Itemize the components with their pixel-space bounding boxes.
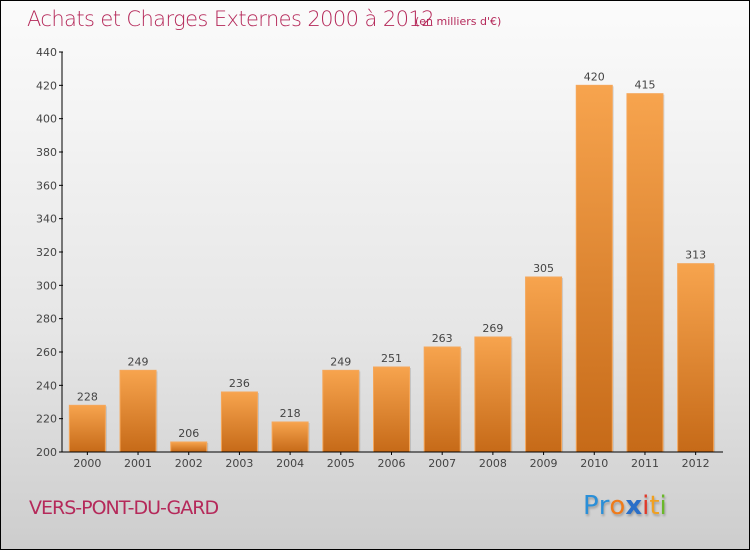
x-tick-label: 2000 bbox=[73, 457, 101, 470]
logo-letter: t bbox=[649, 491, 660, 521]
x-tick-label: 2010 bbox=[580, 457, 608, 470]
logo-letter: o bbox=[609, 491, 626, 521]
chart-subtitle: (en milliers d'€) bbox=[415, 15, 502, 28]
y-tick-label: 220 bbox=[36, 413, 57, 426]
bar-2010[interactable] bbox=[575, 84, 613, 453]
bar-2011[interactable] bbox=[626, 93, 664, 453]
bar-value-label: 249 bbox=[330, 355, 351, 368]
bar-2003[interactable] bbox=[220, 391, 258, 453]
bar-2000[interactable] bbox=[68, 404, 106, 453]
y-tick-label: 360 bbox=[36, 179, 57, 192]
x-tick-label: 2006 bbox=[378, 457, 406, 470]
bar-2002[interactable] bbox=[170, 441, 208, 453]
x-tick-label: 2005 bbox=[327, 457, 355, 470]
bar-2006[interactable] bbox=[373, 366, 410, 453]
x-tick-label: 2007 bbox=[428, 457, 456, 470]
bar-value-label: 251 bbox=[381, 352, 402, 365]
y-tick-label: 420 bbox=[36, 79, 57, 92]
y-tick-label: 280 bbox=[36, 313, 57, 326]
y-tick-label: 320 bbox=[36, 246, 57, 259]
chart-title: Achats et Charges Externes 2000 à 2012 bbox=[27, 7, 435, 31]
bar-2004[interactable] bbox=[271, 421, 309, 453]
x-tick-label: 2011 bbox=[631, 457, 659, 470]
y-tick-label: 260 bbox=[36, 346, 57, 359]
y-tick-label: 240 bbox=[36, 379, 57, 392]
bar-value-label: 218 bbox=[280, 407, 301, 420]
logo-letter: P bbox=[583, 491, 599, 521]
bar-2009[interactable] bbox=[525, 276, 563, 453]
bar-2007[interactable] bbox=[423, 346, 461, 453]
commune-name: VERS-PONT-DU-GARD bbox=[29, 497, 219, 519]
bar-value-label: 305 bbox=[533, 262, 554, 275]
y-tick-label: 340 bbox=[36, 213, 57, 226]
x-tick-label: 2004 bbox=[276, 457, 304, 470]
bar-value-label: 236 bbox=[229, 377, 250, 390]
logo-letter: x bbox=[625, 491, 643, 521]
y-axis: 200 220 240 260 280 300 320 340 360 380 400 420 440 bbox=[36, 46, 63, 459]
bar-2012[interactable] bbox=[677, 263, 715, 453]
bar-value-label: 313 bbox=[685, 249, 706, 262]
x-tick-label: 2001 bbox=[124, 457, 152, 470]
bar-value-label: 228 bbox=[77, 390, 98, 403]
x-tick-label: 2012 bbox=[682, 457, 710, 470]
bar-2001[interactable] bbox=[119, 369, 157, 453]
bar-value-label: 206 bbox=[178, 427, 199, 440]
bar-value-label: 420 bbox=[584, 70, 605, 83]
x-tick-label: 2003 bbox=[225, 457, 253, 470]
logo-letter: r bbox=[598, 491, 610, 521]
bar-2005[interactable] bbox=[322, 369, 360, 453]
bar-2008[interactable] bbox=[474, 336, 512, 453]
x-tick-label: 2002 bbox=[175, 457, 203, 470]
bar-value-label: 269 bbox=[482, 322, 503, 335]
y-tick-label: 300 bbox=[36, 279, 57, 292]
y-tick-label: 200 bbox=[36, 446, 57, 459]
x-tick-label: 2009 bbox=[530, 457, 558, 470]
bar-value-label: 415 bbox=[634, 79, 655, 92]
bar-value-label: 249 bbox=[128, 355, 149, 368]
y-tick-label: 440 bbox=[36, 46, 57, 59]
bar-value-label: 263 bbox=[432, 332, 453, 345]
y-tick-label: 400 bbox=[36, 113, 57, 126]
logo-letter: i bbox=[659, 491, 667, 521]
x-tick-label: 2008 bbox=[479, 457, 507, 470]
y-tick-label: 380 bbox=[36, 146, 57, 159]
logo-letter: i bbox=[642, 491, 650, 521]
proxiti-logo[interactable]: Proxiti bbox=[583, 491, 667, 521]
bars: 228 249 206 236 218 249 251 263 269 305 420 415 313 bbox=[68, 70, 716, 453]
x-axis: 2000 2001 2002 2003 2004 2005 2006 2007 2008 2009… bbox=[62, 451, 723, 470]
